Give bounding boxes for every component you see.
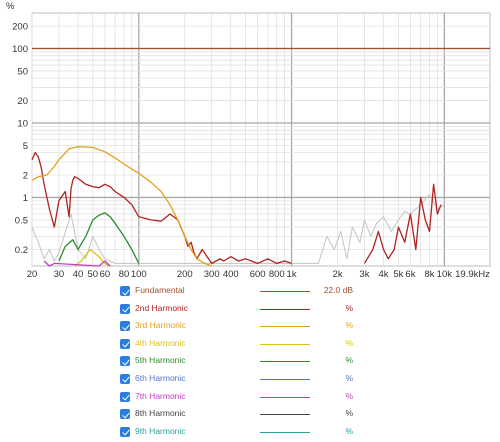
series-value: 22.0 dB — [323, 285, 353, 295]
series-name: Fundamental — [135, 285, 185, 295]
series-swatch — [260, 378, 310, 380]
series-swatch — [260, 291, 310, 292]
y-tick-label: 200 — [12, 22, 28, 33]
x-axis-ticks: 20 30 40 50 60 80 100 200 300 400 600 800 1k 2k 3k 4k 5k… — [27, 269, 491, 280]
legend-row[interactable]: 4th Harmonic% — [120, 337, 420, 355]
legend-row[interactable]: 8th Harmonic% — [120, 407, 420, 425]
series-value: % — [345, 337, 353, 348]
series-checkbox[interactable] — [120, 426, 130, 437]
series-checkbox[interactable] — [120, 356, 130, 367]
chart-grid — [31, 12, 491, 267]
series-line-2nd-harmonic — [31, 151, 292, 265]
series-swatch — [260, 361, 310, 363]
y-tick-label: 0.2 — [15, 245, 28, 256]
x-tick-label: 600 — [250, 269, 266, 280]
x-tick-label: 30 — [54, 269, 65, 280]
x-tick-label: 80 — [119, 269, 130, 280]
x-tick-label: 60 — [100, 269, 111, 280]
series-value: % — [345, 408, 353, 419]
series-swatch — [260, 326, 310, 328]
chart-series — [31, 47, 490, 267]
x-tick-label: 6k — [405, 269, 415, 280]
y-axis-label: % — [6, 1, 15, 12]
y-tick-label: 20 — [17, 96, 28, 107]
series-name: 6th Harmonic — [135, 372, 186, 383]
x-tick-label: 19.9kHz — [455, 269, 490, 280]
x-tick-label: 300 — [204, 269, 220, 280]
series-name: 2nd Harmonic — [135, 302, 188, 313]
series-checkbox[interactable] — [120, 321, 130, 332]
series-checkbox[interactable] — [120, 286, 130, 296]
legend-row[interactable]: 6th Harmonic% — [120, 372, 420, 390]
x-tick-label: 4k — [379, 269, 389, 280]
x-tick-label: 3k — [359, 269, 369, 280]
series-swatch — [260, 396, 310, 398]
x-tick-label: 200 — [177, 269, 193, 280]
y-tick-label: 2 — [23, 171, 28, 182]
y-tick-label: 10 — [17, 118, 28, 129]
y-axis-ticks: 200 100 50 20 10 5 2 1 0.5 0.2 — [12, 22, 28, 256]
series-checkbox[interactable] — [120, 303, 130, 314]
series-line-5th-harmonic — [58, 212, 140, 264]
series-line-4th-harmonic — [74, 248, 111, 267]
series-value: % — [345, 320, 353, 331]
series-value: % — [345, 372, 353, 383]
series-checkbox[interactable] — [120, 373, 130, 384]
x-tick-label: 50 — [88, 269, 99, 280]
y-tick-label: 50 — [17, 66, 28, 77]
x-tick-label: 1k — [287, 269, 297, 280]
legend-row[interactable]: 3rd Harmonic% — [120, 319, 420, 337]
series-swatch — [260, 431, 310, 433]
series-checkbox[interactable] — [120, 391, 130, 402]
series-swatch — [260, 414, 310, 416]
y-tick-label: 0.5 — [15, 215, 28, 226]
x-tick-label: 20 — [27, 269, 38, 280]
legend-row[interactable]: Fundamental 22.0 dB — [120, 284, 420, 302]
x-tick-label: 2k — [333, 269, 343, 280]
series-line-3rd-harmonic — [31, 146, 212, 267]
x-tick-label: 8k — [425, 269, 435, 280]
series-line-noise-trace — [31, 193, 445, 264]
legend-row[interactable]: 9th Harmonic% — [120, 425, 420, 442]
series-checkbox[interactable] — [120, 338, 130, 349]
y-tick-label: 1 — [23, 193, 28, 204]
x-tick-label: 800 — [269, 269, 285, 280]
legend-row[interactable]: 5th Harmonic% — [120, 354, 420, 372]
series-swatch — [260, 343, 310, 345]
series-name: 4th Harmonic — [135, 337, 186, 348]
x-tick-label: 40 — [73, 269, 84, 280]
x-tick-label: 10k — [437, 269, 453, 280]
y-tick-label: 5 — [23, 141, 28, 152]
series-value: % — [345, 302, 353, 313]
series-value: % — [345, 390, 353, 401]
series-swatch — [260, 308, 310, 310]
series-name: 3rd Harmonic — [135, 320, 187, 331]
y-tick-label: 100 — [12, 44, 28, 55]
x-tick-label: 5k — [393, 269, 403, 280]
series-checkbox[interactable] — [120, 409, 130, 420]
legend-row[interactable]: 2nd Harmonic% — [120, 302, 420, 320]
series-name: 8th Harmonic — [135, 408, 186, 419]
series-line-7th-harmonic — [43, 260, 111, 267]
x-tick-label: 400 — [223, 269, 239, 280]
series-value: % — [345, 355, 353, 366]
legend: Fundamental 22.0 dB 2nd Harmonic% 3rd Har… — [120, 284, 420, 442]
legend-row[interactable]: 7th Harmonic% — [120, 390, 420, 408]
series-name: 7th Harmonic — [135, 390, 186, 401]
x-tick-label: 100 — [131, 269, 147, 280]
series-line-2nd-harmonic-high-band- — [363, 183, 442, 264]
series-name: 5th Harmonic — [135, 355, 186, 366]
